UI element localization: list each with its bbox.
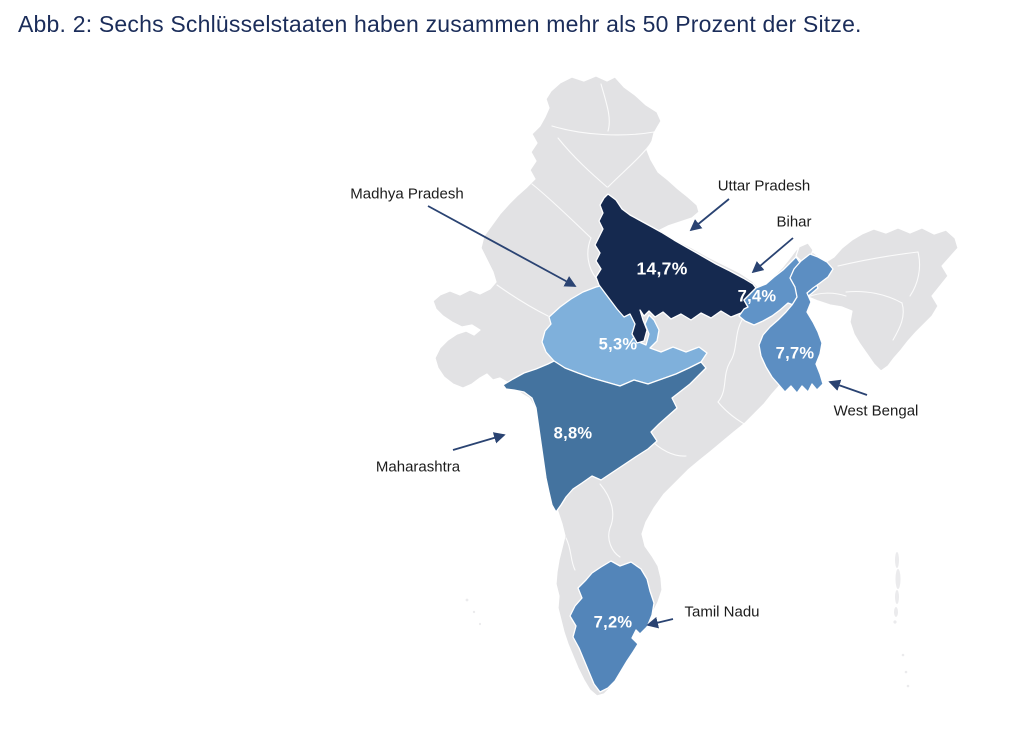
state-value-madhya-pradesh: 5,3%: [598, 335, 638, 354]
state-label-bihar: Bihar: [776, 213, 812, 231]
arrow-west-bengal: [828, 379, 868, 396]
state-value-tamil-nadu: 7,2%: [593, 613, 633, 632]
figure-title: Abb. 2: Sechs Schlüsselstaaten haben zus…: [18, 11, 862, 37]
state-value-uttar-pradesh: 14,7%: [636, 258, 688, 279]
state-value-west-bengal: 7,7%: [775, 344, 815, 363]
arrow-madhya-pradesh: [427, 205, 577, 287]
state-shape-uttar-pradesh: [594, 193, 757, 344]
arrow-maharashtra: [452, 432, 506, 451]
internal-state-borders: [496, 83, 921, 571]
state-shape-tamil-nadu: [569, 560, 655, 693]
state-label-madhya-pradesh: Madhya Pradesh: [350, 185, 464, 203]
arrow-bihar: [751, 237, 794, 274]
india-outline: [432, 75, 959, 697]
state-shape-maharashtra: [502, 360, 707, 513]
state-label-west-bengal: West Bengal: [833, 402, 919, 420]
state-label-uttar-pradesh: Uttar Pradesh: [717, 177, 811, 195]
annotation-arrows: [427, 198, 868, 629]
state-value-maharashtra: 8,8%: [553, 424, 593, 443]
arrow-uttar-pradesh: [689, 198, 730, 232]
state-label-tamil-nadu: Tamil Nadu: [684, 603, 760, 621]
andaman-islands: [893, 552, 910, 688]
state-shape-west-bengal: [758, 253, 834, 394]
arrow-tamil-nadu: [646, 616, 674, 629]
state-value-bihar: 7,4%: [737, 287, 777, 306]
lakshadweep-islands: [465, 598, 482, 626]
state-label-maharashtra: Maharashtra: [375, 458, 461, 476]
